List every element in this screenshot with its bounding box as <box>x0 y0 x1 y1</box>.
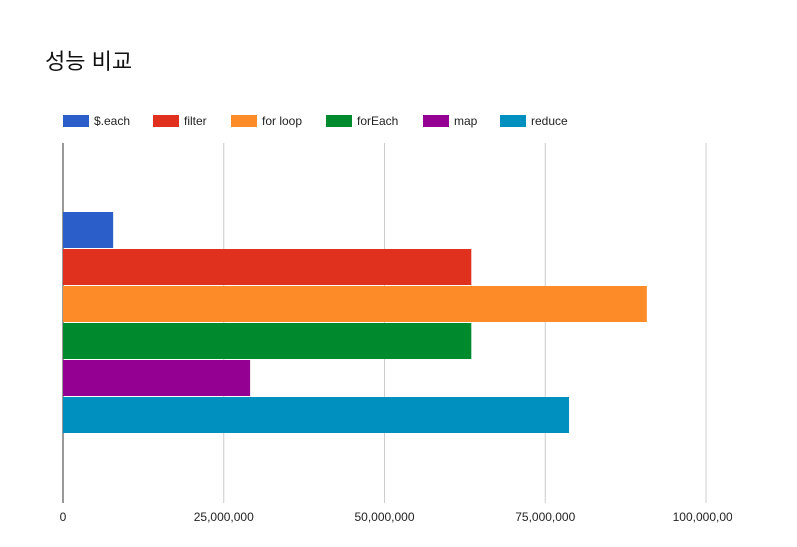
legend-label: map <box>454 114 478 128</box>
legend-label: reduce <box>531 114 568 128</box>
legend-swatch <box>500 115 526 127</box>
legend-swatch <box>326 115 352 127</box>
bar <box>63 249 472 285</box>
legend-swatch <box>231 115 257 127</box>
bar <box>63 360 251 396</box>
chart-title: 성능 비교 <box>45 49 132 74</box>
bar <box>63 212 114 248</box>
legend-label: $.each <box>94 114 130 128</box>
legend-swatch <box>153 115 179 127</box>
x-tick-label: 50,000,000 <box>354 510 414 524</box>
legend-swatch <box>63 115 89 127</box>
bar <box>63 286 647 322</box>
bar <box>63 323 472 359</box>
x-tick-label: 0 <box>60 510 67 524</box>
legend-label: for loop <box>262 114 302 128</box>
bar <box>63 397 570 433</box>
plot: 0 25,000,000 50,000,000 75,000,000 100,000,0… <box>60 143 740 524</box>
x-tick-label: 100,000,000 <box>673 510 740 524</box>
legend-label: filter <box>184 114 207 128</box>
x-tick-label: 25,000,000 <box>194 510 254 524</box>
x-tick-label: 75,000,000 <box>515 510 575 524</box>
legend-swatch <box>423 115 449 127</box>
legend-label: forEach <box>357 114 398 128</box>
